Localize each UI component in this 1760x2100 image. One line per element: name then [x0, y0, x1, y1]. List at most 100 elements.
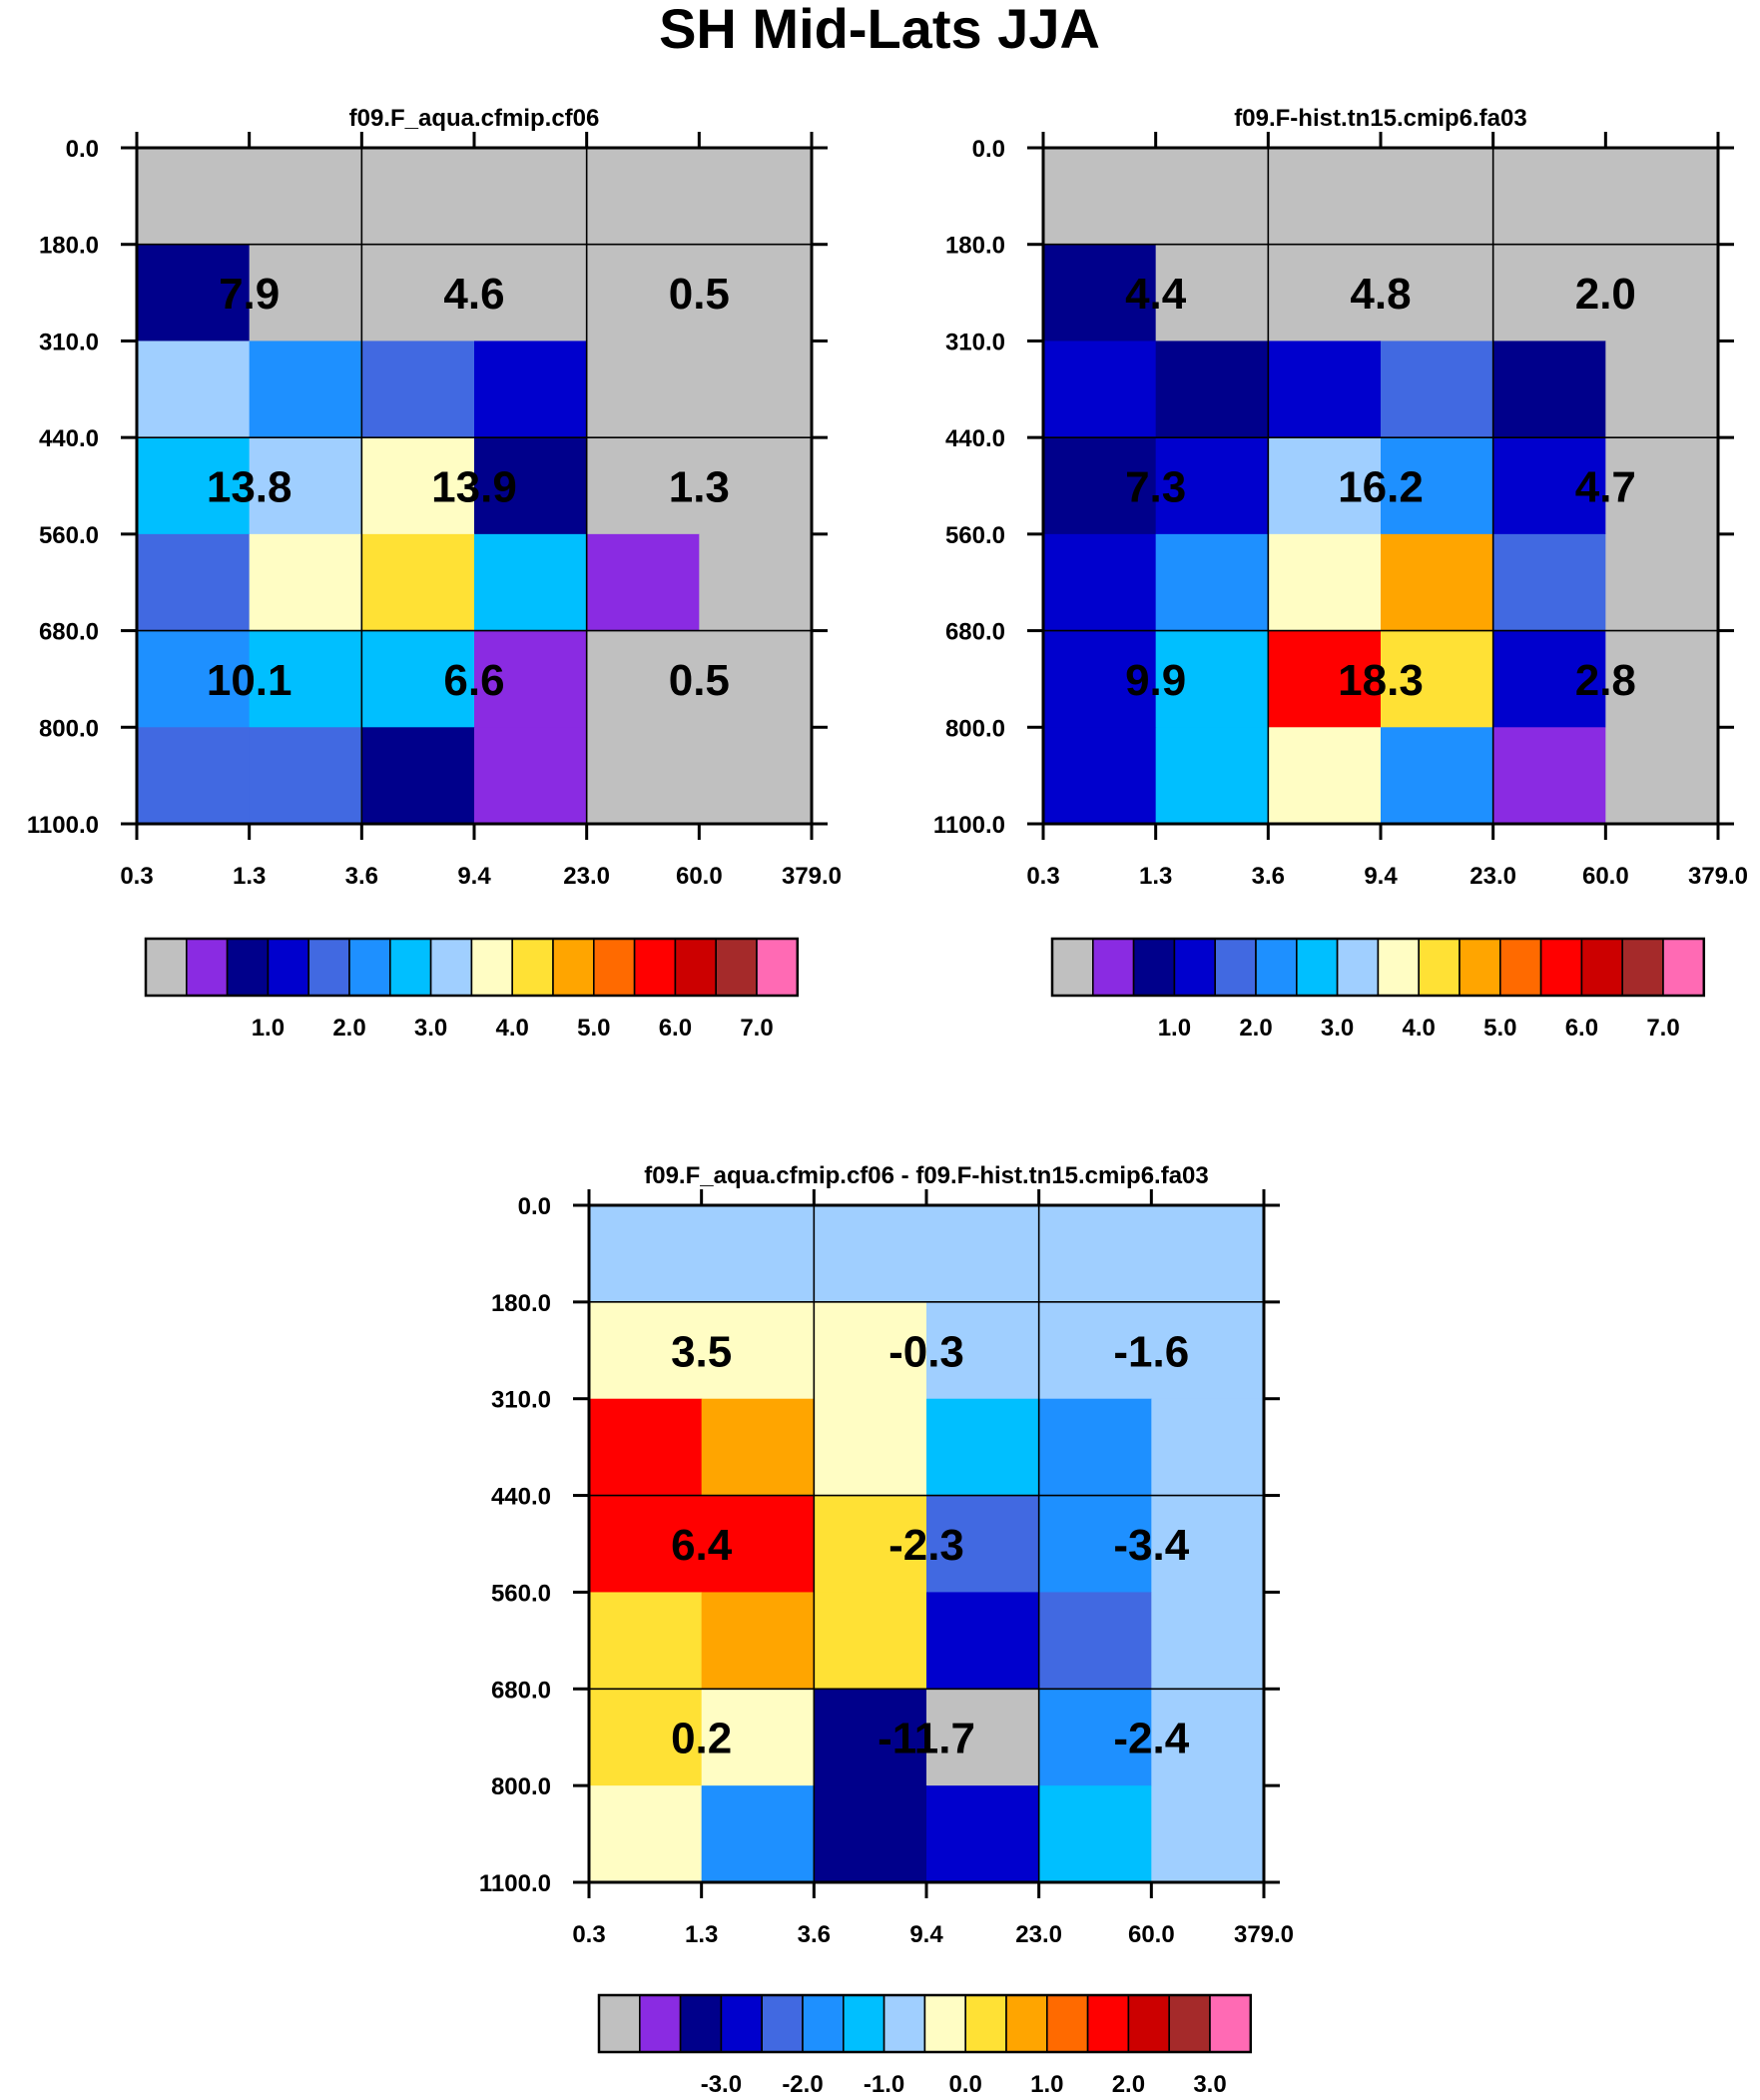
colorbar-label: -2.0 [782, 2071, 823, 2098]
group-value-label: 2.0 [1575, 270, 1636, 319]
heatmap-cell [926, 1689, 1040, 1786]
x-tick-label: 9.4 [457, 863, 491, 890]
group-value-label: 4.6 [443, 270, 504, 319]
x-tick-label: 1.3 [1139, 863, 1172, 890]
heatmap-cell [814, 1205, 927, 1303]
colorbar-box [1499, 938, 1542, 997]
colorbar-label: 3.0 [414, 1015, 447, 1042]
colorbar-box [802, 1994, 845, 2053]
group-value-label: -11.7 [878, 1715, 975, 1763]
colorbar-box [1662, 938, 1705, 997]
heatmap-cell [1605, 630, 1719, 728]
x-tick-label: 23.0 [563, 863, 610, 890]
heatmap-cell [1038, 1689, 1152, 1786]
group-value-label: 3.5 [671, 1327, 732, 1376]
heatmap-cell [1043, 244, 1157, 343]
colorbar-box [307, 938, 350, 997]
heatmap-cell [814, 1592, 927, 1690]
colorbar-label: 1.0 [1158, 1015, 1191, 1042]
y-tick-label: 180.0 [945, 233, 1005, 260]
colorbar-box [1005, 1994, 1048, 2053]
colorbar-label: 0.0 [949, 2071, 982, 2098]
y-tick-label: 0.0 [518, 1193, 551, 1220]
heatmap-cell [814, 1301, 927, 1400]
colorbar-frame [1050, 937, 1706, 998]
colorbar-label: 6.0 [1565, 1015, 1598, 1042]
heatmap-cell [249, 533, 362, 632]
panel-title: f09.F_aqua.cfmip.cf06 [349, 105, 600, 132]
group-value-label: 4.7 [1575, 463, 1636, 512]
heatmap-cell [926, 1205, 1040, 1303]
x-tick-label: 0.3 [572, 1921, 605, 1948]
heatmap-cell [1268, 533, 1382, 632]
heatmap-cell [1268, 727, 1382, 825]
colorbar-box [1459, 938, 1501, 997]
heatmap-cell [249, 437, 362, 535]
colorbar-box [1132, 938, 1176, 997]
y-tick-label: 310.0 [945, 329, 1005, 355]
heatmap-cell [361, 630, 475, 728]
heatmap-cell [137, 341, 251, 438]
y-tick-label: 440.0 [491, 1484, 551, 1511]
heatmap-cell [1155, 244, 1269, 343]
group-value-label: 6.6 [443, 656, 504, 705]
group-value-label: 7.9 [219, 270, 280, 319]
heatmap-cell [1043, 727, 1157, 825]
heatmap-cell [1038, 1301, 1152, 1400]
heatmap-cell [474, 244, 588, 343]
colorbar-box [348, 938, 391, 997]
heatmap-cell [699, 148, 813, 246]
group-value-label: 4.4 [1125, 270, 1187, 319]
x-tick-label: 60.0 [676, 863, 723, 890]
colorbar-box [145, 938, 188, 997]
group-value-label: 4.8 [1350, 270, 1411, 319]
heatmap-cell [586, 244, 700, 343]
x-tick-label: 0.3 [120, 863, 153, 890]
colorbar-box [1046, 1994, 1089, 2053]
colorbar-box [761, 1994, 804, 2053]
y-tick-label: 800.0 [491, 1773, 551, 1800]
x-tick-label: 379.0 [1234, 1921, 1294, 1948]
colorbar-box [1377, 938, 1421, 997]
heatmap-cell [1605, 244, 1719, 343]
heatmap-cell [137, 244, 251, 343]
colorbar-box [1086, 1994, 1130, 2053]
heatmap-cell [1043, 437, 1157, 535]
heatmap-cell [699, 341, 813, 438]
colorbar-label: -3.0 [701, 2071, 742, 2098]
heatmap-cell [361, 437, 475, 535]
heatmap-cell [589, 1398, 703, 1497]
heatmap-cell [699, 437, 813, 535]
panel-title: f09.F_aqua.cfmip.cf06 - f09.F-hist.tn15.… [644, 1162, 1209, 1189]
colorbar-box [1296, 938, 1339, 997]
y-tick-label: 800.0 [39, 715, 99, 742]
group-value-label: 18.3 [1338, 656, 1424, 705]
heatmap-cell [1381, 341, 1494, 438]
colorbar-box [674, 938, 718, 997]
group-value-label: -3.4 [1113, 1521, 1189, 1570]
heatmap-cell [137, 630, 251, 728]
y-tick-label: 180.0 [39, 233, 99, 260]
heatmap-cell [586, 630, 700, 728]
y-tick-label: 440.0 [39, 425, 99, 452]
group-value-label: 1.3 [669, 463, 730, 512]
heatmap-cell [474, 533, 588, 632]
group-value-label: 0.5 [669, 656, 730, 705]
figure-title: SH Mid-Lats JJA [659, 0, 1100, 60]
heatmap-cell [1043, 533, 1157, 632]
heatmap-cell [1038, 1785, 1152, 1883]
colorbar-frame [144, 937, 800, 998]
colorbar-label: 2.0 [1239, 1015, 1272, 1042]
heatmap-cell [1605, 341, 1719, 438]
y-tick-label: 180.0 [491, 1290, 551, 1317]
heatmap-cell [699, 533, 813, 632]
heatmap-cell [249, 244, 362, 343]
heatmap-cell [1151, 1785, 1265, 1883]
heatmap-cell [1381, 533, 1494, 632]
heatmap-cell [701, 1495, 815, 1594]
colorbar-box [720, 1994, 764, 2053]
colorbar-box [756, 938, 799, 997]
colorbar-label: 6.0 [659, 1015, 692, 1042]
heatmap-cell [1381, 148, 1494, 246]
heatmap-cell [1492, 630, 1606, 728]
